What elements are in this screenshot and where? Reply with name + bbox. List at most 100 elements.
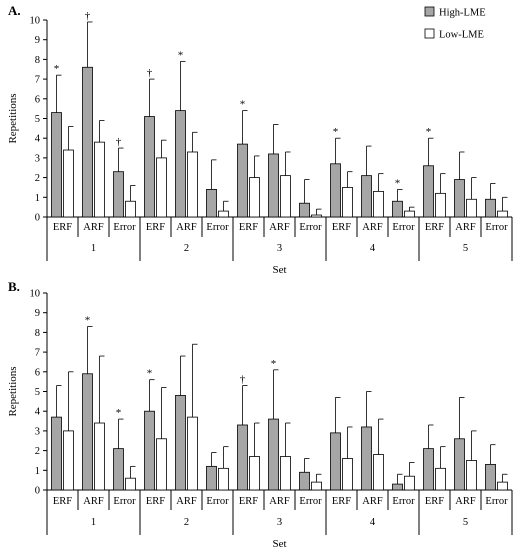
y-tick-label: 3 xyxy=(35,426,40,437)
low-lme-bar xyxy=(249,456,260,491)
category-label: ERF xyxy=(53,222,72,233)
low-lme-bar xyxy=(187,416,198,491)
high-lme-bar xyxy=(268,153,279,218)
high-lme-bar xyxy=(454,438,465,491)
y-tick-label: 5 xyxy=(35,387,40,398)
y-tick-label: 9 xyxy=(35,35,40,46)
low-lme-bar xyxy=(125,477,136,491)
significance-dagger: † xyxy=(85,10,91,22)
significance-asterisk: * xyxy=(147,368,153,380)
low-lme-bar xyxy=(63,430,74,491)
low-lme-bar xyxy=(404,210,415,218)
y-tick-label: 2 xyxy=(35,446,40,457)
category-label: ERF xyxy=(425,496,444,507)
category-label: Error xyxy=(299,222,322,233)
high-lme-bar xyxy=(330,163,341,218)
set-group-label: 5 xyxy=(463,243,468,254)
low-lme-bar xyxy=(342,187,353,218)
category-label: ERF xyxy=(53,496,72,507)
high-lme-bar xyxy=(361,426,372,491)
set-group-label: 3 xyxy=(277,243,282,254)
y-tick-label: 0 xyxy=(35,213,40,224)
legend-label-high-lme: High-LME xyxy=(439,8,486,19)
low-lme-bar xyxy=(466,198,477,218)
low-lme-bar xyxy=(497,210,508,218)
y-axis-title: Repetitions xyxy=(7,366,19,416)
low-lme-bar xyxy=(94,422,105,491)
significance-asterisk: * xyxy=(85,314,91,326)
low-lme-bar xyxy=(280,175,291,218)
category-label: Error xyxy=(113,222,136,233)
category-label: ERF xyxy=(425,222,444,233)
category-label: Error xyxy=(485,496,508,507)
low-lme-bar xyxy=(125,200,136,218)
low-lme-bar xyxy=(94,141,105,218)
category-label: ERF xyxy=(332,496,351,507)
low-lme-bar xyxy=(373,190,384,218)
y-tick-label: 4 xyxy=(35,407,41,418)
low-lme-bar xyxy=(63,149,74,218)
legend-label-low-lme: Low-LME xyxy=(439,30,484,41)
low-lme-bar xyxy=(311,481,322,491)
y-tick-label: 8 xyxy=(35,328,40,339)
set-group-label: 1 xyxy=(91,243,96,254)
y-tick-label: 6 xyxy=(35,367,40,378)
y-tick-label: 10 xyxy=(30,16,41,27)
x-axis-title: Set xyxy=(272,264,286,276)
low-lme-bar xyxy=(280,456,291,491)
y-tick-label: 2 xyxy=(35,173,40,184)
high-lme-bar xyxy=(299,202,310,218)
low-lme-bar xyxy=(156,438,167,491)
category-label: Error xyxy=(392,496,415,507)
category-label: ERF xyxy=(239,496,258,507)
high-lme-bar xyxy=(206,465,217,491)
chart-panel-a: A. 0 1 2 3 4 5 6 7 8 9 10 Repetitions ERF * ARF † Error † 1… xyxy=(7,3,513,276)
low-lme-bar xyxy=(373,454,384,491)
high-lme-bar xyxy=(485,463,496,491)
significance-asterisk: * xyxy=(333,126,339,138)
low-lme-bar xyxy=(249,177,260,218)
category-label: ARF xyxy=(362,496,383,507)
y-tick-label: 5 xyxy=(35,114,40,125)
category-label: Error xyxy=(485,222,508,233)
high-lme-bar xyxy=(175,395,186,491)
high-lme-bar xyxy=(144,410,155,491)
category-label: Error xyxy=(299,496,322,507)
low-lme-bar xyxy=(466,460,477,491)
high-lme-bar xyxy=(361,175,372,218)
high-lme-bar xyxy=(51,112,62,218)
significance-asterisk: * xyxy=(271,358,277,370)
y-tick-label: 10 xyxy=(30,289,41,300)
y-tick-label: 7 xyxy=(35,75,40,86)
significance-dagger: † xyxy=(116,136,122,148)
category-label: ERF xyxy=(239,222,258,233)
high-lme-bar xyxy=(423,165,434,218)
set-group-label: 5 xyxy=(463,517,468,528)
set-group-label: 3 xyxy=(277,517,282,528)
low-lme-bar xyxy=(187,151,198,218)
high-lme-bar xyxy=(392,483,403,491)
high-lme-bar xyxy=(237,424,248,491)
significance-asterisk: * xyxy=(395,177,401,189)
category-label: ARF xyxy=(269,496,290,507)
y-tick-label: 9 xyxy=(35,308,40,319)
low-lme-bar xyxy=(497,481,508,491)
x-axis-title: Set xyxy=(272,538,286,550)
category-label: ERF xyxy=(146,222,165,233)
low-lme-bar xyxy=(218,467,229,491)
category-label: ARF xyxy=(176,496,197,507)
chart-panel-b: B. 0 1 2 3 4 5 6 7 8 9 10 Repetitions ERF ARF * Error * 1 E… xyxy=(7,279,513,550)
high-lme-bar xyxy=(113,448,124,491)
category-label: ARF xyxy=(455,496,476,507)
category-label: ARF xyxy=(269,222,290,233)
category-label: ARF xyxy=(83,222,104,233)
category-label: ARF xyxy=(176,222,197,233)
y-tick-label: 4 xyxy=(35,134,41,145)
y-tick-label: 1 xyxy=(35,193,40,204)
legend-swatch-low-lme xyxy=(424,28,435,39)
category-label: ARF xyxy=(455,222,476,233)
y-tick-label: 8 xyxy=(35,55,40,66)
high-lme-bar xyxy=(299,471,310,491)
high-lme-bar xyxy=(206,189,217,218)
